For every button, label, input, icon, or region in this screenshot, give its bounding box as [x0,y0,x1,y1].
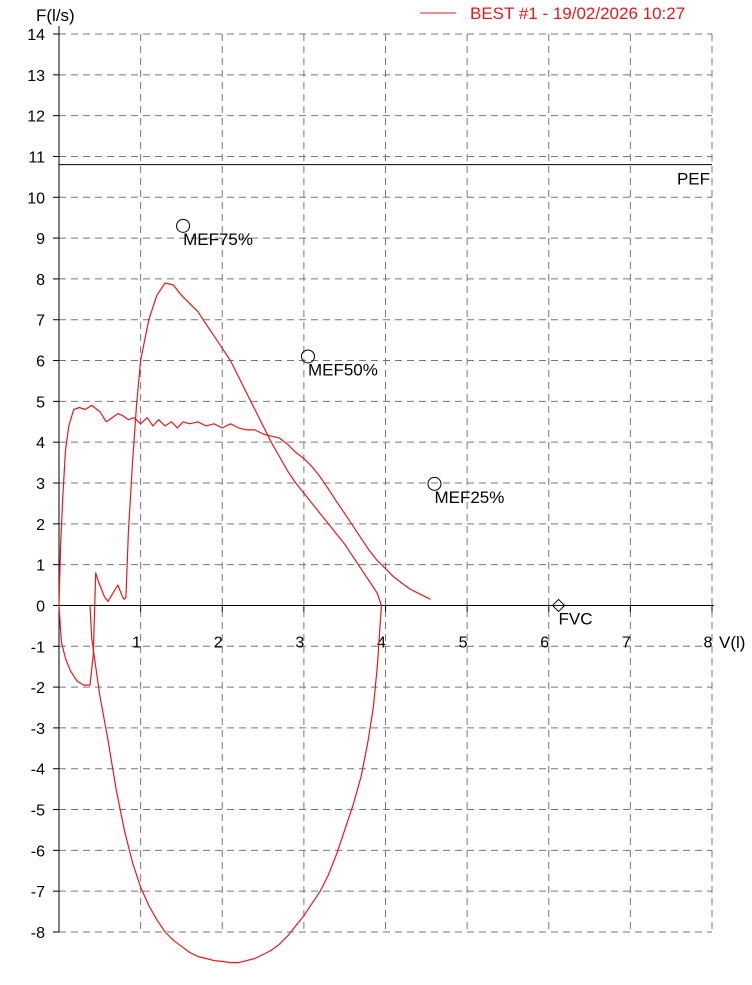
y-tick-label: 12 [27,109,45,126]
y-axis-label: F(l/s) [36,6,75,25]
y-tick-label: -8 [31,925,45,942]
predicted-point-marker [176,218,191,233]
x-tick-label: 5 [459,634,468,651]
y-tick-label: 14 [27,27,45,44]
y-tick-label: -2 [31,680,45,697]
series-curve-1 [58,282,382,686]
y-tick-label: 1 [36,558,45,575]
x-axis-label: V(l) [719,633,745,652]
x-tick-label: 4 [377,634,386,651]
x-tick-label: 2 [214,634,223,651]
y-tick-label: 10 [27,190,45,207]
x-tick-label: 6 [540,634,549,651]
y-tick-label: 11 [28,149,45,166]
axes [53,26,714,933]
predicted-point-label: MEF50% [308,360,378,379]
y-tick-label: 8 [36,272,45,289]
pef-label: PEF [677,170,710,189]
predicted-point-label: FVC [559,609,593,628]
y-tick-label: 13 [27,68,45,85]
y-tick-label: -5 [31,803,45,820]
reference-lines: PEF [59,164,712,189]
x-tick-label: 3 [295,634,304,651]
series-curve-0 [58,404,431,606]
y-tick-label: 2 [36,517,45,534]
y-tick-label: 5 [36,394,45,411]
y-tick-label: -6 [31,843,45,860]
y-tick-label: -3 [31,721,45,738]
x-tick-label: 8 [704,634,713,651]
x-tick-labels: 1 2 3 4 5 6 7 8 [132,634,712,651]
legend-label: BEST #1 - 19/02/2026 10:27 [470,4,685,23]
y-tick-label: 6 [36,354,45,371]
series-curve-2 [89,605,382,964]
y-tick-label: -7 [31,884,45,901]
fvc-marker [551,598,566,613]
grid-lines [59,33,713,933]
predicted-point-marker [300,349,315,364]
predicted-points: MEF75% MEF50% MEF25% FVC [176,218,593,628]
y-tick-label: 7 [36,313,45,330]
y-tick-label: 3 [36,476,45,493]
predicted-point-label: MEF25% [434,488,504,507]
x-tick-label: 7 [622,634,631,651]
y-tick-label: -4 [31,762,45,779]
y-tick-label: 4 [36,435,45,452]
series-curves [58,282,431,964]
y-tick-label: 0 [36,598,45,615]
predicted-point-label: MEF75% [183,230,253,249]
predicted-point-marker [427,476,442,491]
y-tick-label: -1 [31,639,45,656]
y-tick-label: 9 [36,231,45,248]
x-tick-label: 1 [132,634,141,651]
legend: BEST #1 - 19/02/2026 10:27 [420,4,685,23]
